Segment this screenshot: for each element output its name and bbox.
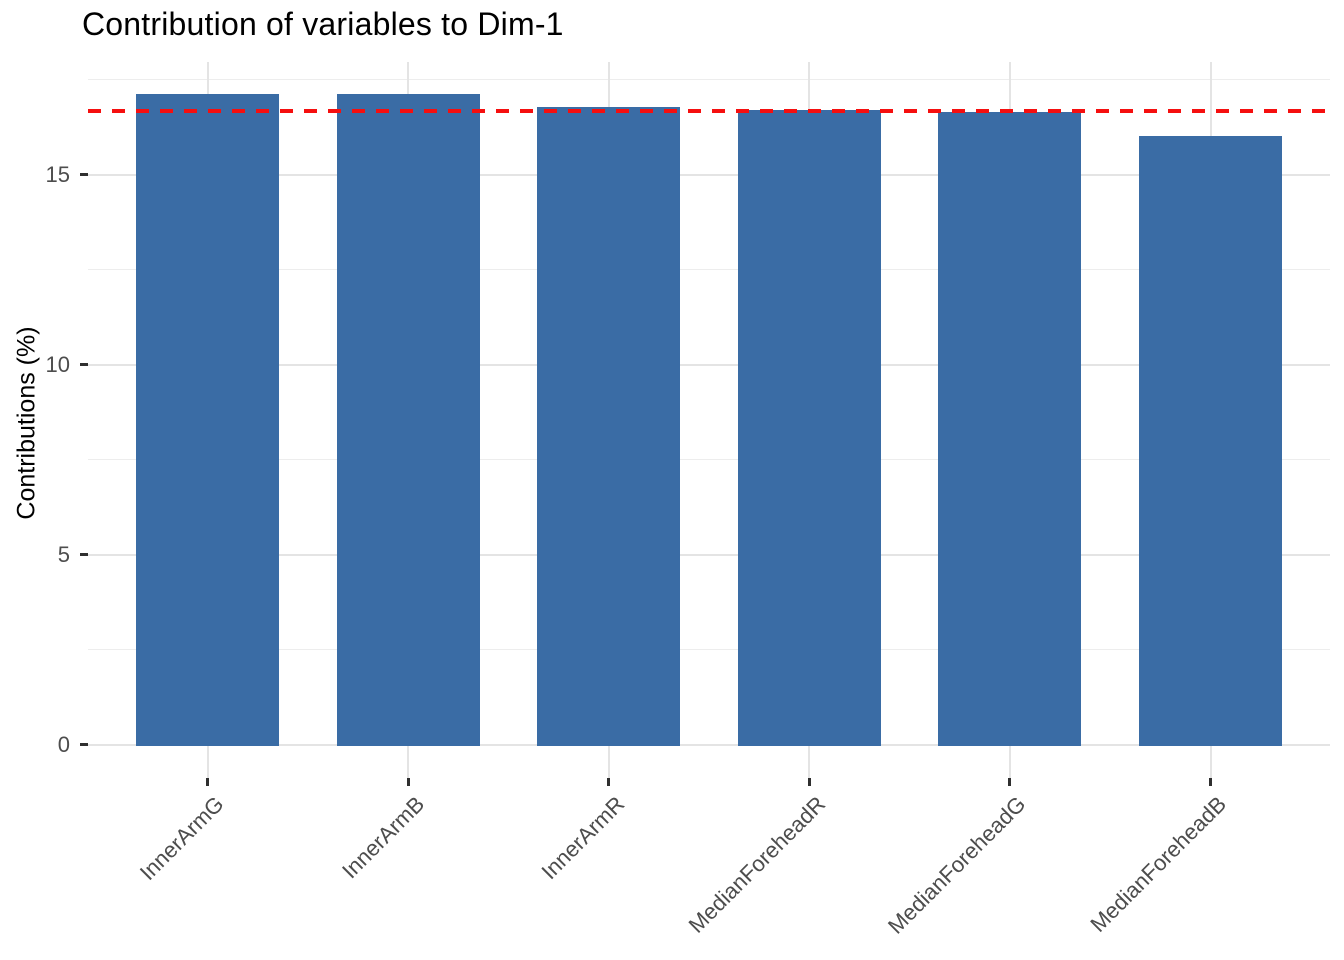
x-axis-tick-mark [1008, 778, 1012, 786]
x-axis-tick-mark [406, 778, 410, 786]
y-axis-tick-mark [80, 743, 88, 746]
y-gridline-major [88, 553, 1330, 556]
y-gridline-minor [88, 78, 1330, 81]
x-tick-label: MedianForeheadR [683, 791, 831, 938]
x-axis-tick-mark [1209, 778, 1212, 786]
y-axis-tick-mark [80, 363, 88, 366]
x-axis-tick-mark [607, 778, 611, 786]
bar-InnerArmB [336, 93, 480, 747]
x-tick-label: MedianForeheadB [1085, 791, 1232, 937]
y-axis-tick-mark [80, 553, 88, 556]
y-tick-label: 15 [45, 161, 70, 187]
y-tick-label: 10 [45, 351, 70, 377]
bar-InnerArmR [537, 106, 681, 747]
y-gridline-minor [88, 458, 1330, 461]
chart-title: Contribution of variables to Dim-1 [82, 6, 564, 42]
x-axis-tick-mark [807, 778, 811, 786]
y-gridline-major [88, 173, 1330, 176]
x-tick-label: InnerArmB [337, 791, 430, 884]
y-tick-label: 0 [57, 731, 70, 757]
bar-MedianForeheadB [1139, 136, 1282, 747]
y-tick-label: 5 [57, 541, 70, 567]
bar-InnerArmG [136, 93, 279, 747]
x-tick-label: InnerArmR [536, 791, 630, 885]
x-tick-label: InnerArmG [134, 791, 229, 886]
reference-dashed-line [88, 109, 1330, 113]
y-gridline-minor [88, 268, 1330, 271]
y-axis-tick-mark [80, 173, 88, 176]
x-axis-tick-mark [206, 778, 209, 786]
x-tick-label: MedianForeheadG [883, 791, 1031, 939]
bar-MedianForeheadR [737, 109, 881, 747]
y-gridline-major [88, 743, 1330, 746]
y-gridline-minor [88, 648, 1330, 651]
bar-MedianForeheadG [938, 112, 1082, 747]
y-gridline-major [88, 363, 1330, 366]
